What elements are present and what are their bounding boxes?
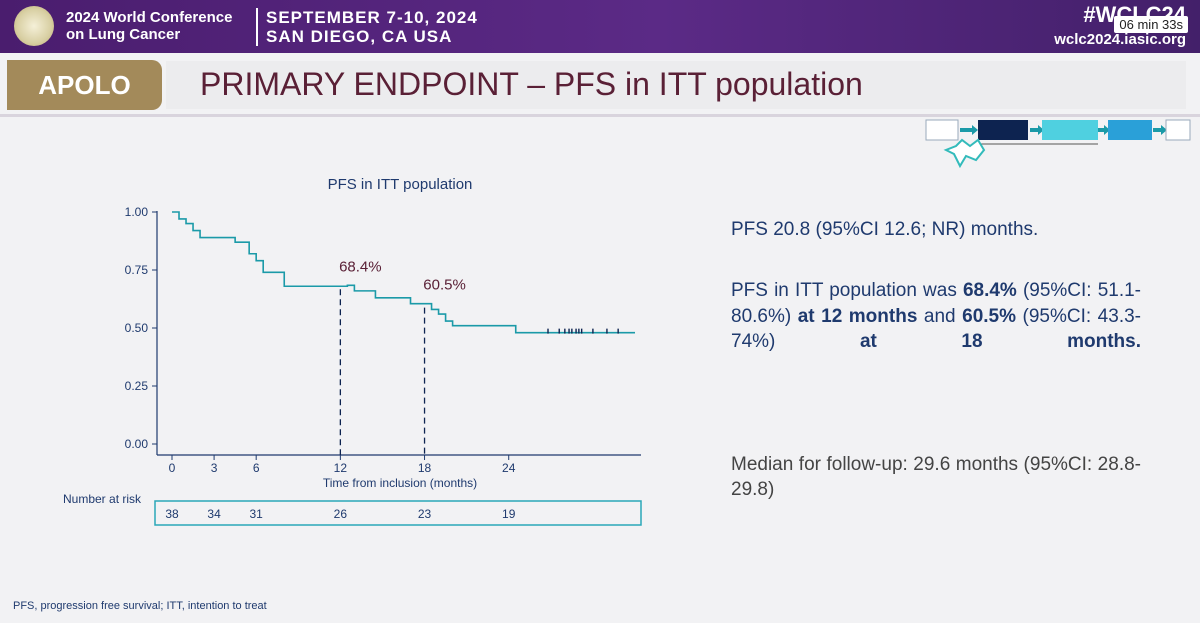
conference-name-line1: 2024 World Conference bbox=[66, 9, 233, 26]
pfs-rates-t2: (95%CI: 51.1-80.6%) bbox=[731, 280, 1142, 327]
slide bbox=[0, 53, 1200, 623]
y-ticks: 0.00 0.25 0.50 0.75 1.00 bbox=[125, 205, 157, 451]
y-tick-label: 0.50 bbox=[125, 321, 149, 335]
x-tick-label: 0 bbox=[169, 461, 176, 475]
x-ticks: 0 3 6 12 18 24 bbox=[169, 455, 516, 475]
followup-text: Median for follow-up: 29.6 months (95%CI… bbox=[731, 454, 1141, 500]
pfs-rates-t4: (95%CI: 43.3-74%) bbox=[731, 305, 1141, 353]
risk-table-label: Number at risk bbox=[63, 492, 142, 506]
flow-box-1 bbox=[925, 119, 959, 141]
risk-value: 26 bbox=[334, 507, 348, 521]
risk-table-values: 38 34 31 26 23 19 bbox=[165, 507, 515, 521]
title-bar bbox=[166, 61, 1186, 109]
reference-lines bbox=[339, 289, 426, 455]
location-text: SAN DIEGO, CA USA bbox=[266, 27, 453, 46]
risk-value: 34 bbox=[207, 507, 221, 521]
banner-divider bbox=[256, 8, 258, 46]
annotation-label: 68.4% bbox=[339, 258, 382, 275]
x-tick-label: 6 bbox=[253, 461, 260, 475]
y-tick-label: 0.00 bbox=[125, 437, 149, 451]
flow-box-2 bbox=[978, 120, 1028, 140]
title-rule bbox=[0, 114, 1200, 117]
pfs-rates-t1: PFS in ITT population was bbox=[731, 280, 963, 301]
chart-title: PFS in ITT population bbox=[328, 176, 473, 193]
x-tick-label: 12 bbox=[334, 461, 348, 475]
flow-box-3 bbox=[1042, 120, 1098, 140]
y-tick-label: 1.00 bbox=[125, 205, 149, 219]
flow-arrow-2 bbox=[1030, 125, 1044, 135]
conference-dates: SEPTEMBER 7-10, 2024 SAN DIEGO, CA USA bbox=[266, 8, 478, 46]
conference-name-line2: on Lung Cancer bbox=[66, 26, 181, 43]
website: wclc2024.iasic.org bbox=[1054, 31, 1186, 48]
km-chart: PFS in ITT population 0.00 0.25 0.50 0.75 1.… bbox=[63, 176, 642, 526]
flow-box-4 bbox=[1108, 120, 1152, 140]
km-curve bbox=[172, 211, 635, 334]
y-tick-label: 0.75 bbox=[125, 263, 149, 277]
pfs-rates-text: PFS in ITT population was 68.4% (95%CI: … bbox=[731, 278, 1141, 355]
risk-table-box bbox=[154, 500, 642, 526]
risk-value: 19 bbox=[502, 507, 516, 521]
annotations: 68.4% 60.5% bbox=[339, 258, 466, 293]
footnote: PFS, progression free survival; ITT, int… bbox=[13, 600, 267, 612]
pfs-rate-12m: 68.4% bbox=[962, 280, 1017, 301]
annotation-label: 60.5% bbox=[423, 277, 466, 294]
x-tick-label: 3 bbox=[211, 461, 218, 475]
slide-title: PRIMARY ENDPOINT – PFS in ITT population bbox=[200, 66, 863, 102]
x-tick-label: 24 bbox=[502, 461, 516, 475]
pfs-rate-12m-time: at 12 months bbox=[797, 305, 918, 327]
y-tick-label: 0.25 bbox=[125, 379, 149, 393]
x-axis-label: Time from inclusion (months) bbox=[323, 476, 477, 490]
flow-arrow-1 bbox=[960, 125, 978, 135]
flow-arrow-3 bbox=[1098, 125, 1110, 135]
study-design-diagram bbox=[925, 119, 1191, 169]
risk-value: 38 bbox=[165, 507, 179, 521]
conference-name: 2024 World Conference on Lung Cancer bbox=[66, 9, 232, 43]
pfs-median-text: PFS 20.8 (95%CI 12.6; NR) months. bbox=[731, 219, 1039, 240]
dates-text: SEPTEMBER 7-10, 2024 bbox=[266, 8, 478, 27]
risk-value: 31 bbox=[250, 507, 264, 521]
session-timer: 06 min 33s bbox=[1114, 16, 1188, 33]
pfs-rate-18m-time: at 18 months. bbox=[859, 331, 1141, 352]
censor-marks bbox=[547, 328, 619, 334]
conference-banner: 2024 World Conference on Lung Cancer SEP… bbox=[0, 0, 1200, 53]
flow-arrow-4 bbox=[1153, 125, 1167, 135]
pfs-rate-18m: 60.5% bbox=[962, 305, 1017, 327]
star-icon bbox=[943, 138, 986, 169]
x-tick-label: 18 bbox=[418, 461, 432, 475]
flow-box-5 bbox=[1165, 119, 1191, 141]
pfs-rates-t3: and bbox=[917, 305, 963, 327]
study-tag: APOLO bbox=[7, 60, 162, 110]
conference-seal-icon bbox=[14, 6, 54, 46]
risk-value: 23 bbox=[418, 507, 432, 521]
